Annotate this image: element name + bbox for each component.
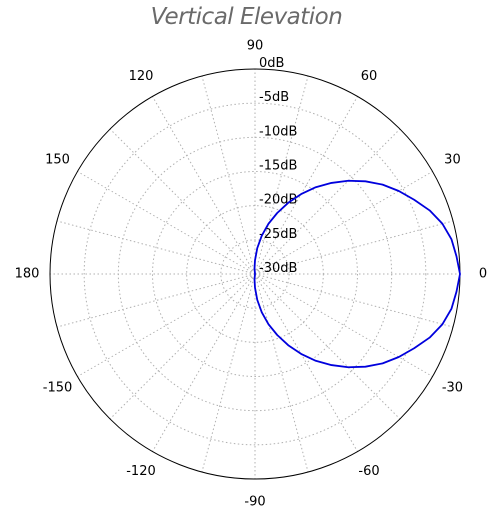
angle-tick-label: -60: [358, 464, 379, 479]
angle-tick-label: 150: [45, 153, 70, 168]
angle-tick-label: -150: [43, 381, 73, 396]
grid-spoke: [254, 273, 433, 377]
radial-tick-label: -5dB: [259, 90, 289, 105]
chart-title: Vertical Elevation: [150, 4, 343, 30]
angle-tick-label: 90: [247, 39, 264, 54]
angle-tick-label: 0: [479, 267, 487, 282]
angle-tick-label: -90: [244, 495, 265, 510]
grid-spoke: [152, 96, 256, 275]
grid-spoke: [254, 171, 433, 275]
grid-circle: [220, 239, 290, 309]
angle-tick-label: -120: [126, 464, 156, 479]
grid-spoke: [201, 75, 256, 275]
angle-tick-label: 30: [444, 153, 461, 168]
series-line: [253, 179, 461, 369]
angle-tick-label: -30: [442, 381, 463, 396]
grid-spoke: [254, 96, 358, 275]
grid-spoke: [254, 273, 454, 328]
radial-tick-label: -30dB: [259, 261, 297, 276]
grid-spoke: [201, 273, 256, 473]
grid-spoke: [254, 273, 358, 452]
grid-circle: [83, 102, 427, 446]
angle-tick-label: 180: [15, 267, 40, 282]
grid-spoke: [152, 273, 256, 452]
radial-tick-label: -25dB: [259, 227, 297, 242]
radial-tick-label: -10dB: [259, 124, 297, 139]
angle-tick-label: 60: [361, 69, 378, 84]
radial-tick-label: 0dB: [259, 56, 284, 71]
grid-spoke: [109, 128, 256, 275]
grid-spoke: [77, 171, 256, 275]
grid-spoke: [56, 273, 256, 328]
grid-spoke: [77, 273, 256, 377]
radial-tick-label: -15dB: [259, 159, 297, 174]
grid-circle: [152, 171, 358, 377]
angle-tick-label: 120: [129, 69, 154, 84]
